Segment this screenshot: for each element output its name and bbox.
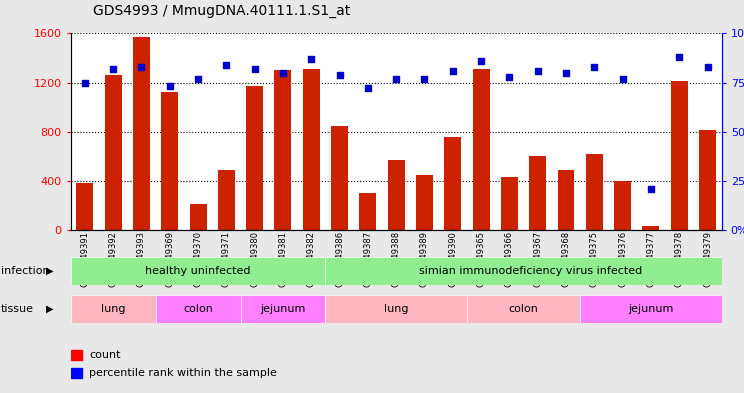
Text: count: count bbox=[89, 350, 121, 360]
Bar bbox=[388, 160, 405, 230]
Bar bbox=[642, 226, 659, 230]
Point bbox=[617, 75, 629, 82]
Text: ▶: ▶ bbox=[46, 266, 54, 276]
Text: ▶: ▶ bbox=[46, 304, 54, 314]
Text: jejunum: jejunum bbox=[628, 304, 673, 314]
Text: healthy uninfected: healthy uninfected bbox=[145, 266, 251, 276]
Bar bbox=[586, 154, 603, 230]
Bar bbox=[240, 295, 325, 323]
Point bbox=[391, 75, 403, 82]
Point bbox=[504, 73, 516, 80]
Text: infection: infection bbox=[1, 266, 49, 276]
Text: lung: lung bbox=[101, 304, 126, 314]
Bar bbox=[671, 81, 687, 230]
Bar bbox=[359, 193, 376, 230]
Bar bbox=[325, 257, 736, 285]
Bar bbox=[580, 295, 722, 323]
Point bbox=[362, 85, 373, 92]
Bar bbox=[303, 69, 320, 230]
Point bbox=[447, 68, 459, 74]
Point bbox=[532, 68, 544, 74]
Bar bbox=[105, 75, 121, 230]
Text: percentile rank within the sample: percentile rank within the sample bbox=[89, 368, 278, 378]
Point bbox=[419, 75, 431, 82]
Bar bbox=[416, 174, 433, 230]
Point bbox=[702, 64, 713, 70]
Point bbox=[673, 54, 685, 60]
Point bbox=[560, 70, 572, 76]
Bar bbox=[331, 125, 348, 230]
Bar bbox=[218, 170, 235, 230]
Bar bbox=[190, 204, 207, 230]
Text: simian immunodeficiency virus infected: simian immunodeficiency virus infected bbox=[419, 266, 642, 276]
Point bbox=[135, 64, 147, 70]
Point bbox=[79, 79, 91, 86]
Bar bbox=[155, 295, 240, 323]
Text: GDS4993 / MmugDNA.40111.1.S1_at: GDS4993 / MmugDNA.40111.1.S1_at bbox=[93, 4, 350, 18]
Bar bbox=[614, 181, 631, 230]
Bar bbox=[161, 92, 179, 230]
Point bbox=[164, 83, 176, 90]
Bar bbox=[71, 369, 82, 378]
Point bbox=[475, 58, 487, 64]
Point bbox=[107, 66, 119, 72]
Bar bbox=[699, 130, 716, 230]
Bar bbox=[444, 136, 461, 230]
Point bbox=[333, 72, 345, 78]
Bar bbox=[275, 70, 292, 230]
Bar bbox=[71, 295, 155, 323]
Bar bbox=[71, 350, 82, 360]
Bar bbox=[467, 295, 580, 323]
Bar bbox=[246, 86, 263, 230]
Text: colon: colon bbox=[509, 304, 539, 314]
Point bbox=[192, 75, 204, 82]
Point bbox=[248, 66, 260, 72]
Point bbox=[277, 70, 289, 76]
Bar bbox=[71, 257, 325, 285]
Bar bbox=[557, 170, 574, 230]
Bar bbox=[472, 69, 490, 230]
Point bbox=[645, 185, 657, 192]
Point bbox=[220, 62, 232, 68]
Point bbox=[589, 64, 600, 70]
Bar bbox=[77, 183, 93, 230]
Text: lung: lung bbox=[384, 304, 408, 314]
Bar bbox=[325, 295, 467, 323]
Bar bbox=[501, 177, 518, 230]
Point bbox=[305, 56, 317, 62]
Text: tissue: tissue bbox=[1, 304, 33, 314]
Bar bbox=[133, 37, 150, 230]
Text: colon: colon bbox=[183, 304, 213, 314]
Text: jejunum: jejunum bbox=[260, 304, 306, 314]
Bar bbox=[529, 156, 546, 230]
